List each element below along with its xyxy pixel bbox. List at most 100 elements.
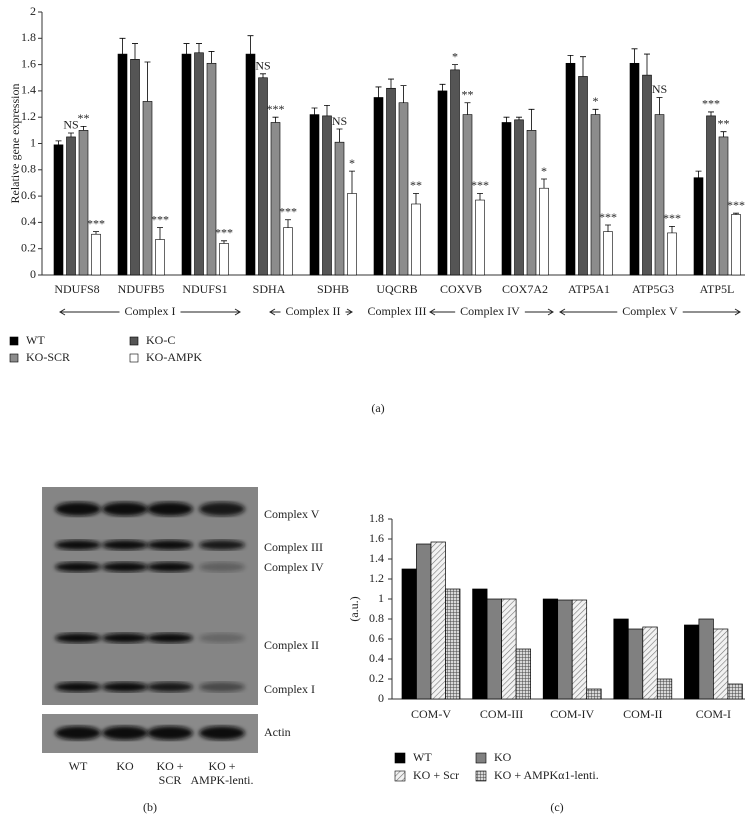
legend-swatch: [9, 353, 19, 363]
error-bar: [695, 170, 702, 178]
bar: [53, 144, 64, 276]
legend-label: WT: [413, 750, 432, 764]
x-tick-label: COM-III: [480, 707, 523, 721]
x-tick-label: ATP5L: [700, 282, 735, 296]
error-bar: [644, 53, 650, 76]
bar: [462, 114, 473, 276]
western-blot: [42, 487, 258, 753]
error-bar: [541, 178, 547, 189]
blot-band: [102, 562, 148, 572]
bar: [565, 62, 576, 276]
significance-label: ***: [267, 102, 285, 116]
error-bar: [708, 111, 714, 116]
bar: [590, 114, 601, 276]
error-bar: [144, 61, 151, 102]
significance-label: *: [593, 94, 599, 108]
lane-label: KO: [116, 759, 134, 773]
y-tick-label: 0.6: [369, 631, 384, 645]
significance-label: ***: [87, 216, 105, 230]
band-label: Complex I: [264, 682, 315, 696]
legend-swatch: [475, 752, 487, 764]
error-bar: [55, 140, 62, 145]
x-tick-label: SDHB: [317, 282, 349, 296]
blot-band: [55, 540, 101, 550]
bar: [515, 648, 531, 700]
legend-label: KO + Scr: [413, 768, 459, 782]
group-arrow: [59, 308, 241, 316]
blot-band: [147, 682, 193, 692]
bar: [130, 59, 140, 276]
blot-band: [102, 502, 148, 516]
blot-band: [102, 682, 148, 692]
bar: [613, 618, 629, 700]
error-bar: [311, 107, 318, 115]
y-tick-label: 1.4: [21, 83, 36, 97]
bar: [206, 62, 217, 276]
error-bar: [221, 240, 227, 244]
legend-label: KO + AMPKα1-lenti.: [494, 768, 599, 782]
band-label: Complex V: [264, 507, 320, 521]
y-tick-label: 0.8: [21, 162, 36, 176]
y-tick-label: 0.2: [369, 671, 384, 685]
significance-label: NS: [255, 59, 270, 73]
bar: [586, 688, 602, 700]
error-bar: [93, 231, 99, 235]
error-bar: [720, 131, 727, 137]
bar: [627, 628, 644, 700]
error-bar: [247, 35, 254, 55]
significance-label: **: [462, 87, 474, 101]
significance-label: *: [452, 49, 458, 63]
significance-label: *: [349, 156, 355, 170]
bar: [322, 115, 332, 276]
bar: [731, 214, 741, 276]
bar: [539, 187, 549, 276]
bar: [667, 232, 677, 276]
error-bar: [336, 128, 343, 143]
blot-band: [199, 633, 245, 643]
blot-band: [147, 562, 193, 572]
error-bar: [631, 48, 638, 64]
blot-band: [199, 562, 245, 572]
legend-swatch: [475, 770, 487, 782]
x-tick-label: COM-IV: [550, 707, 594, 721]
group-arrow: [269, 308, 353, 316]
error-bar: [68, 132, 74, 137]
bar: [437, 90, 448, 276]
error-bar: [413, 193, 419, 204]
bar: [727, 683, 743, 700]
error-bar: [733, 212, 739, 215]
error-bar: [567, 54, 574, 64]
blot-band: [55, 502, 101, 516]
error-bar: [80, 126, 87, 131]
y-axis-label: (a.u.): [347, 596, 361, 621]
significance-label: ***: [599, 210, 617, 224]
blot-band: [102, 633, 148, 643]
bar: [334, 141, 345, 276]
x-tick-label: ATP5A1: [568, 282, 610, 296]
bar: [578, 76, 588, 276]
bar: [571, 599, 588, 700]
legend-swatch: [394, 770, 406, 782]
bar: [283, 227, 293, 276]
x-tick-label: COX7A2: [502, 282, 548, 296]
bar: [475, 199, 485, 276]
panel-label: (b): [143, 800, 157, 814]
legend-label: KO-SCR: [26, 350, 70, 364]
bar: [411, 203, 421, 276]
x-tick-label: NDUFB5: [118, 282, 165, 296]
legend-label: KO-AMPK: [146, 350, 202, 364]
error-bar: [528, 108, 535, 131]
error-bar: [656, 97, 663, 115]
bar: [91, 233, 101, 276]
blot-band: [199, 682, 245, 692]
y-tick-label: 0.4: [21, 214, 36, 228]
y-tick-label: 1: [30, 135, 36, 149]
error-bar: [605, 224, 611, 232]
y-tick-label: 1: [378, 591, 384, 605]
error-bar: [477, 193, 483, 201]
group-label: Complex IV: [460, 304, 520, 318]
bar: [654, 114, 665, 276]
significance-label: ***: [471, 178, 489, 192]
bar: [450, 69, 460, 276]
